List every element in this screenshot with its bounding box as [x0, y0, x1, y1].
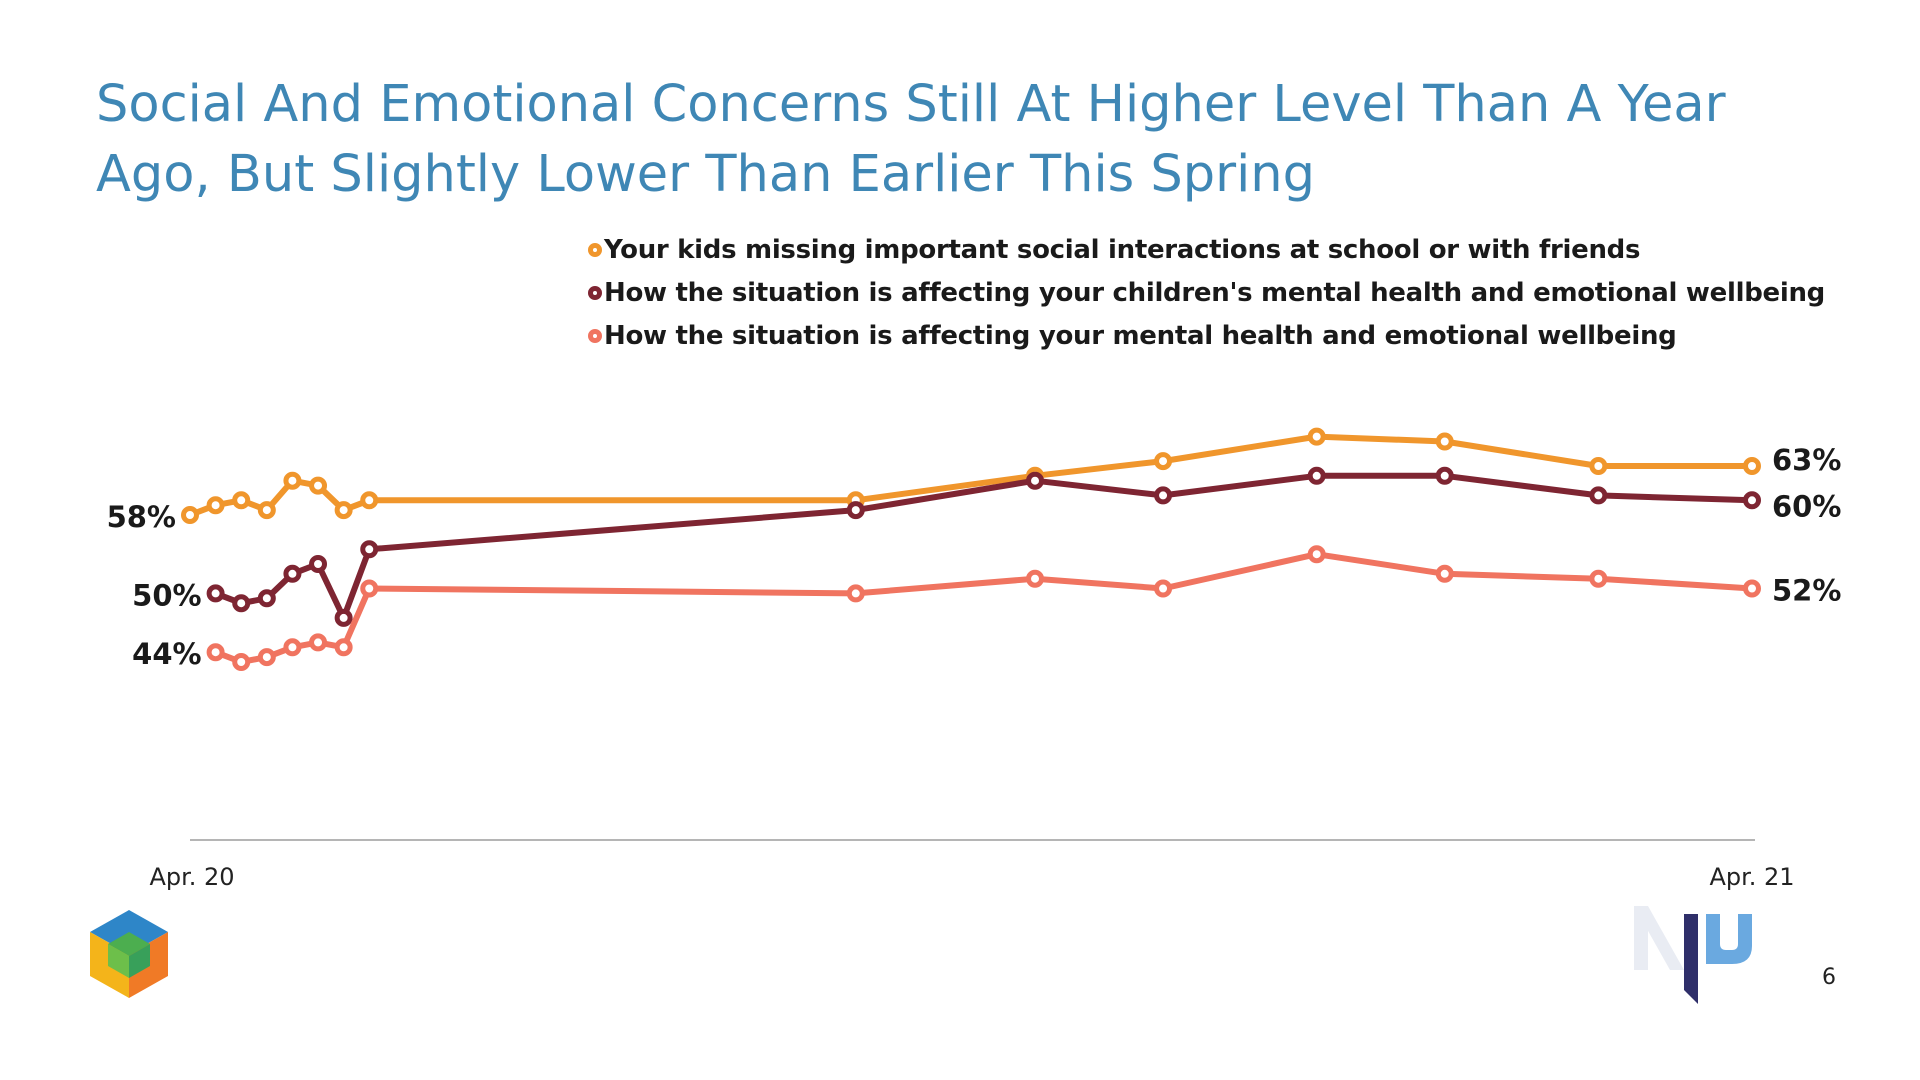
data-point [232, 594, 251, 613]
data-point [309, 633, 328, 652]
series-line [214, 472, 1753, 621]
legend-item-kids-social: Your kids missing important social inter… [588, 228, 1825, 271]
data-point [1026, 569, 1045, 588]
legend-marker-icon [588, 285, 602, 300]
legend-marker-icon [588, 242, 602, 257]
data-point [257, 501, 276, 520]
data-point [283, 638, 302, 657]
data-point [1026, 471, 1045, 490]
data-point [1743, 491, 1761, 510]
series-line [214, 551, 1753, 665]
legend-label: How the situation is affecting your ment… [604, 320, 1677, 351]
data-point [1743, 457, 1761, 475]
data-point [360, 540, 379, 559]
data-point [334, 638, 353, 657]
data-point [360, 491, 379, 510]
data-label-start: 58% [107, 500, 176, 534]
data-point [360, 579, 379, 598]
data-point [334, 608, 353, 627]
data-point [283, 564, 302, 583]
data-point [309, 555, 328, 573]
data-point [1154, 579, 1173, 598]
data-point [1589, 457, 1608, 475]
x-tick-label-end: Apr. 21 [1709, 863, 1794, 891]
legend-label: Your kids missing important social inter… [604, 234, 1641, 265]
series-line [188, 433, 1752, 518]
data-point [1154, 486, 1173, 505]
data-point [309, 476, 328, 495]
data-point [206, 496, 225, 515]
data-point [1307, 466, 1326, 485]
x-tick-label-start: Apr. 20 [149, 863, 234, 891]
data-point [1589, 486, 1608, 505]
series-0: 58% 63% [107, 427, 1841, 534]
series-layer: 58% 63% 50% 60% 44% 52% [107, 427, 1841, 671]
data-point [1743, 579, 1761, 598]
data-point [206, 643, 225, 662]
legend-label: How the situation is affecting your chil… [604, 277, 1825, 308]
data-point [334, 501, 353, 520]
page-number: 6 [1822, 965, 1836, 990]
chart-title: Social And Emotional Concerns Still At H… [96, 75, 1726, 204]
data-label-start: 44% [132, 637, 201, 671]
legend-item-your-mental-health: How the situation is affecting your ment… [588, 314, 1825, 357]
data-point [181, 506, 199, 524]
data-label-end: 60% [1772, 489, 1841, 523]
data-point [1307, 427, 1326, 446]
data-point [206, 584, 225, 603]
partner-logo-icon [1634, 906, 1752, 1004]
data-point [257, 589, 276, 608]
data-label-start: 50% [132, 578, 201, 612]
company-logo-icon [90, 910, 168, 998]
series-2: 44% 52% [132, 545, 1841, 671]
data-point [1589, 569, 1608, 588]
data-point [1435, 466, 1454, 485]
data-point [232, 491, 251, 510]
data-point [846, 584, 865, 603]
data-label-end: 63% [1772, 443, 1841, 477]
data-point [1435, 432, 1454, 451]
data-point [846, 501, 865, 520]
series-1: 50% 60% [132, 466, 1841, 627]
legend-item-children-mental-health: How the situation is affecting your chil… [588, 271, 1825, 314]
data-point [1154, 452, 1173, 471]
data-label-end: 52% [1772, 574, 1841, 608]
data-point [257, 648, 276, 667]
legend-marker-icon [588, 328, 602, 343]
data-point [283, 471, 302, 490]
data-point [1307, 545, 1326, 564]
chart-legend: Your kids missing important social inter… [588, 228, 1825, 357]
data-point [232, 653, 251, 671]
data-point [1435, 564, 1454, 583]
